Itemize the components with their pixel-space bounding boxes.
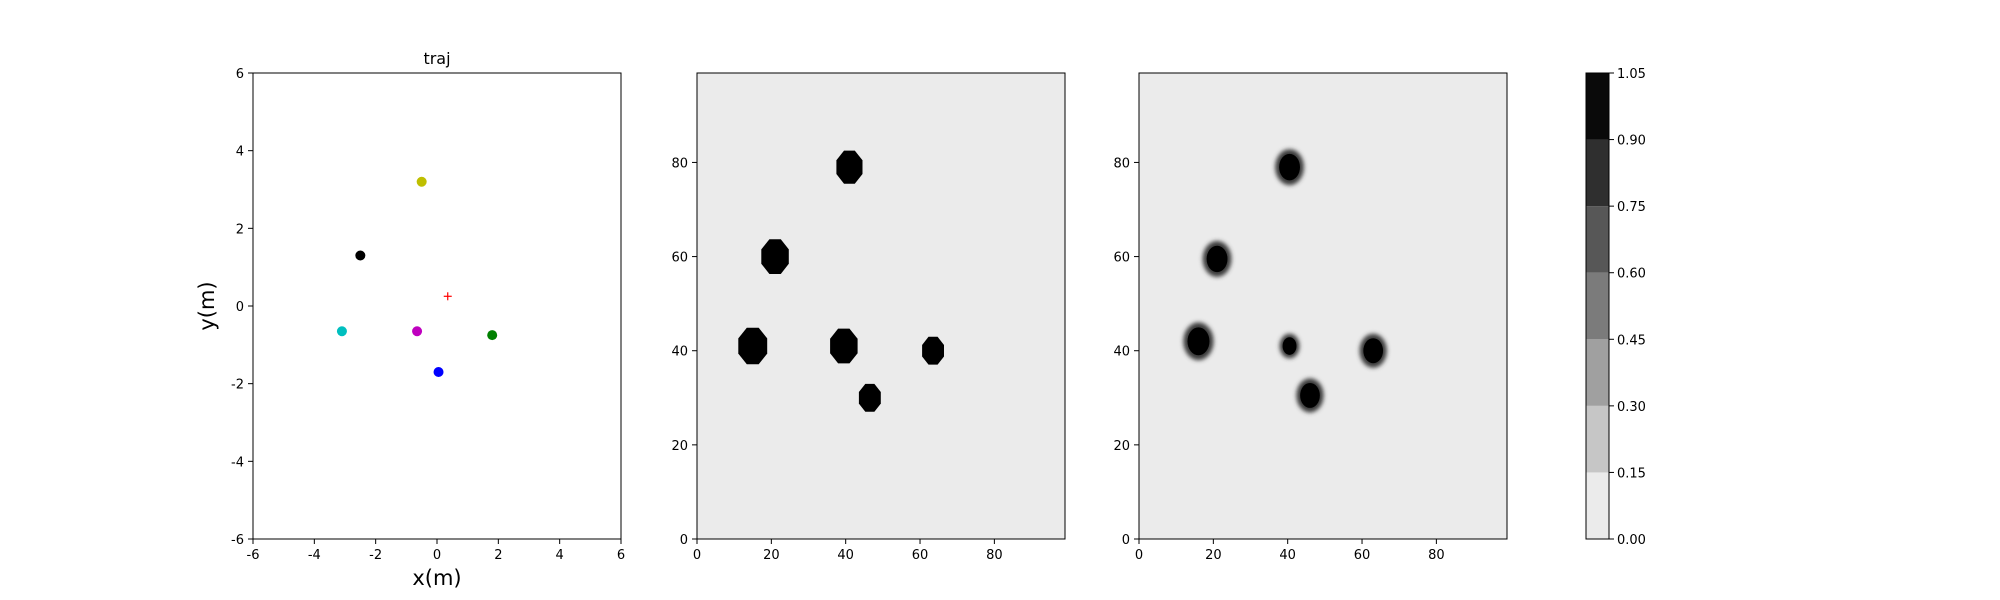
- traj-point: [433, 367, 444, 378]
- colorbar-band: [1586, 73, 1609, 140]
- heatmap-left-background: [697, 73, 1065, 539]
- colorbar-tick-label: 0.45: [1617, 333, 1646, 348]
- traj-target-marker: [443, 292, 452, 301]
- heatmap-right-x-tick-label: 40: [1279, 548, 1296, 563]
- heatmap-left-blobs: [738, 150, 944, 412]
- traj-point: [416, 176, 427, 187]
- traj-panel: traj x(m) y(m) -6 -4 -2 0 2 4 6 -6 -4 -2 0 2 4 6: [195, 49, 625, 590]
- heatmap-left-x-tick-label: 60: [912, 548, 929, 563]
- heatmap-right-x-tick-label: 60: [1354, 548, 1371, 563]
- colorbar-tick-label: 0.75: [1617, 200, 1646, 215]
- heatmap-right-y-tick-label: 80: [1113, 156, 1130, 171]
- traj-x-tick-label: 0: [433, 548, 441, 563]
- heatmap-left-ticks: 0 20 40 60 80 0 20 40 60 80: [671, 156, 1002, 563]
- colorbar-band: [1586, 272, 1609, 340]
- heatmap-left-x-tick-label: 80: [986, 548, 1003, 563]
- heatmap-right-y-tick-label: 0: [1122, 533, 1130, 548]
- heatmap-left-blob: [836, 150, 863, 184]
- heatmap-left-y-tick-label: 40: [671, 345, 688, 360]
- heatmap-right-x-tick-label: 20: [1205, 548, 1222, 563]
- traj-point: [487, 330, 498, 341]
- heatmap-left-x-tick-label: 40: [837, 548, 854, 563]
- colorbar-tick-label: 0.30: [1617, 400, 1646, 415]
- heatmap-right-background: [1139, 73, 1507, 539]
- heatmap-right-panel: 0 20 40 60 80 0 20 40 60 80: [1113, 72, 1508, 563]
- colorbar-band: [1586, 472, 1609, 539]
- traj-point: [412, 326, 423, 337]
- heatmap-right-blob: [1296, 378, 1324, 413]
- colorbar-frame: [1585, 72, 1610, 540]
- traj-point: [336, 326, 347, 337]
- heatmap-right-blob: [1279, 333, 1300, 359]
- heatmap-right-blob: [1202, 240, 1232, 277]
- traj-x-tick-label: 4: [556, 548, 564, 563]
- colorbar-band: [1586, 206, 1609, 273]
- heatmap-right-blob: [1275, 149, 1304, 186]
- traj-title: traj: [423, 49, 450, 68]
- colorbar-ticks: 0.00 0.15 0.30 0.45 0.60 0.75 0.90 1.05: [1609, 67, 1646, 548]
- traj-axes-frame: [252, 72, 622, 540]
- traj-y-axis-label: y(m): [195, 281, 219, 330]
- heatmap-right-y-tick-label: 60: [1113, 251, 1130, 266]
- traj-ticks: -6 -4 -2 0 2 4 6 -6 -4 -2 0 2 4 6: [231, 67, 625, 563]
- heatmap-left-blob: [922, 336, 944, 365]
- colorbar-band: [1586, 139, 1609, 207]
- traj-y-tick-label: -2: [231, 378, 244, 393]
- traj-points: [336, 176, 498, 378]
- heatmap-left-x-tick-label: 20: [763, 548, 780, 563]
- heatmap-left-y-tick-label: 60: [671, 251, 688, 266]
- heatmap-left-y-tick-label: 0: [680, 533, 688, 548]
- heatmap-right-frame: [1138, 72, 1508, 540]
- colorbar-band: [1586, 405, 1609, 473]
- heatmap-left-y-tick-label: 80: [671, 156, 688, 171]
- traj-x-tick-label: -4: [308, 548, 321, 563]
- traj-y-tick-label: 0: [236, 300, 244, 315]
- colorbar-bands: [1586, 73, 1609, 539]
- traj-x-tick-label: -6: [247, 548, 260, 563]
- heatmap-right-y-tick-label: 40: [1113, 345, 1130, 360]
- colorbar-tick-label: 0.15: [1617, 466, 1646, 481]
- traj-y-tick-label: 2: [236, 222, 244, 237]
- traj-y-tick-label: -4: [231, 455, 244, 470]
- heatmap-left-blob: [738, 327, 768, 365]
- traj-x-tick-label: 2: [494, 548, 502, 563]
- heatmap-left-y-tick-label: 20: [671, 439, 688, 454]
- heatmap-left-blob: [761, 239, 789, 274]
- heatmap-left-frame: [696, 72, 1066, 540]
- heatmap-left-x-tick-label: 0: [693, 548, 701, 563]
- heatmap-left-panel: 0 20 40 60 80 0 20 40 60 80: [671, 72, 1066, 563]
- colorbar-tick-label: 0.90: [1617, 134, 1646, 149]
- heatmap-left-blob: [830, 328, 858, 364]
- traj-plot-area: [253, 73, 621, 539]
- traj-y-tick-label: 6: [236, 67, 244, 82]
- heatmap-right-blob: [1183, 322, 1214, 361]
- heatmap-right-x-tick-label: 0: [1135, 548, 1143, 563]
- colorbar-band: [1586, 339, 1609, 406]
- colorbar-tick-label: 1.05: [1617, 67, 1646, 82]
- traj-y-tick-label: -6: [231, 533, 244, 548]
- traj-y-tick-label: 4: [236, 145, 244, 160]
- colorbar-tick-label: 0.00: [1617, 533, 1646, 548]
- heatmap-right-y-tick-label: 20: [1113, 439, 1130, 454]
- traj-x-tick-label: -2: [369, 548, 382, 563]
- heatmap-right-ticks: 0 20 40 60 80 0 20 40 60 80: [1113, 156, 1444, 563]
- traj-x-axis-label: x(m): [412, 566, 461, 590]
- heatmap-left-blob: [858, 383, 881, 412]
- heatmap-right-blobs: [1183, 149, 1387, 413]
- colorbar-tick-label: 0.60: [1617, 267, 1646, 282]
- heatmap-right-x-tick-label: 80: [1428, 548, 1445, 563]
- heatmap-right-blob: [1359, 333, 1387, 368]
- traj-point: [355, 250, 366, 261]
- traj-x-tick-label: 6: [617, 548, 625, 563]
- colorbar: 0.00 0.15 0.30 0.45 0.60 0.75 0.90 1.05: [1585, 67, 1646, 548]
